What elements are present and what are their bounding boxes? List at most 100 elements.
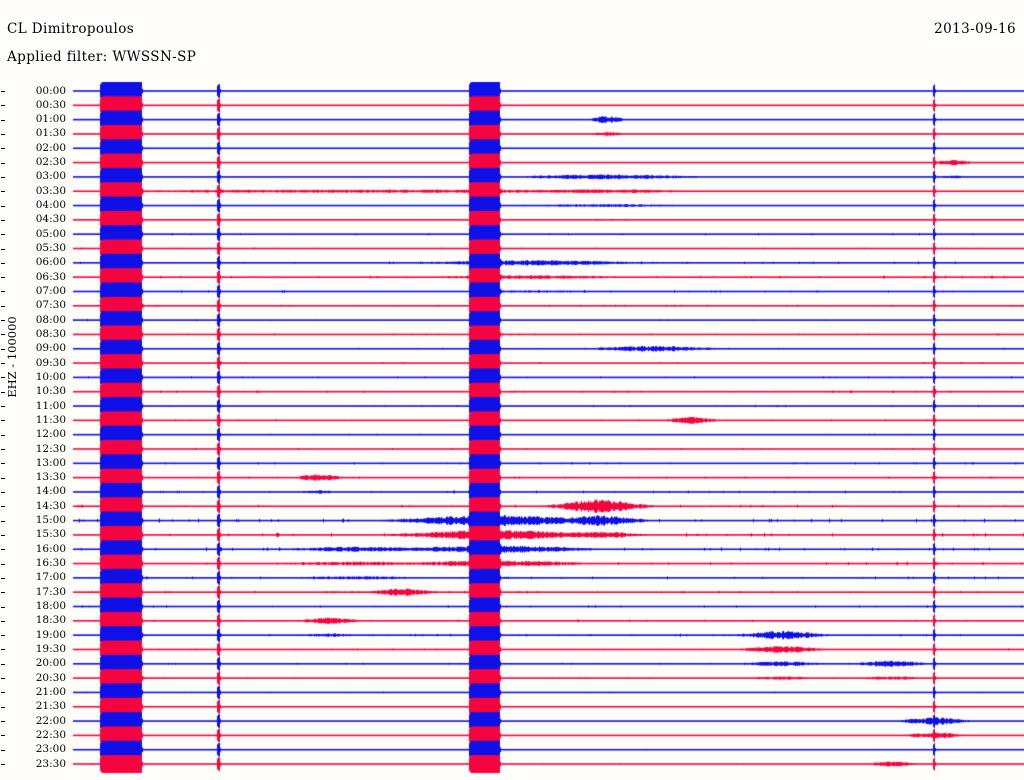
time-tick [1,578,5,579]
applied-filter-label: Applied filter: WWSSN-SP [7,49,197,65]
time-tick [1,291,5,292]
time-tick [1,191,5,192]
time-tick [1,521,5,522]
time-label: 16:00 [35,542,66,555]
time-label: 18:30 [35,614,66,627]
time-tick [1,492,5,493]
time-tick [1,392,5,393]
time-tick [1,664,5,665]
time-tick [1,750,5,751]
time-tick [1,206,5,207]
time-tick [1,120,5,121]
time-label: 05:00 [35,227,66,240]
time-label: 12:30 [35,442,66,455]
time-tick [1,334,5,335]
time-label: 21:30 [35,700,66,713]
time-tick [1,707,5,708]
time-tick [1,163,5,164]
time-label: 23:30 [35,757,66,770]
time-label: 07:00 [35,284,66,297]
time-tick [1,721,5,722]
plot-frame [73,84,1024,780]
time-label: 02:00 [35,141,66,154]
time-label: 03:30 [35,184,66,197]
time-label: 22:30 [35,728,66,741]
time-tick [1,506,5,507]
time-tick [1,134,5,135]
time-tick [1,607,5,608]
time-tick [1,621,5,622]
time-tick [1,635,5,636]
time-label: 06:00 [35,256,66,269]
time-tick [1,649,5,650]
time-tick [1,535,5,536]
time-label: 07:30 [35,299,66,312]
time-axis: 00:00 00:30 01:00 01:30 02:00 02:30 03:00 03:30… [0,0,73,780]
time-label: 01:00 [35,113,66,126]
time-label: 10:00 [35,370,66,383]
time-label: 02:30 [35,156,66,169]
time-label: 05:30 [35,242,66,255]
time-label: 00:30 [35,98,66,111]
time-label: 10:30 [35,385,66,398]
time-label: 22:00 [35,714,66,727]
station-title: CL Dimitropoulos [7,21,135,37]
time-tick [1,435,5,436]
time-tick [1,234,5,235]
time-label: 04:30 [35,213,66,226]
time-tick [1,735,5,736]
time-label: 08:30 [35,327,66,340]
time-label: 12:00 [35,428,66,441]
time-label: 15:00 [35,514,66,527]
time-tick [1,263,5,264]
time-label: 13:30 [35,471,66,484]
time-tick [1,549,5,550]
time-tick [1,592,5,593]
time-tick [1,249,5,250]
time-label: 06:30 [35,270,66,283]
time-tick [1,692,5,693]
time-label: 19:30 [35,642,66,655]
time-tick [1,177,5,178]
time-label: 04:00 [35,199,66,212]
time-label: 14:00 [35,485,66,498]
time-label: 15:30 [35,528,66,541]
time-tick [1,478,5,479]
time-tick [1,678,5,679]
time-label: 20:00 [35,657,66,670]
time-tick [1,320,5,321]
time-label: 14:30 [35,499,66,512]
time-label: 16:30 [35,557,66,570]
time-tick [1,406,5,407]
time-label: 11:30 [35,413,66,426]
time-tick [1,420,5,421]
date-label: 2013-09-16 [934,21,1016,37]
time-label: 01:30 [35,127,66,140]
time-tick [1,105,5,106]
time-tick [1,377,5,378]
time-label: 20:30 [35,671,66,684]
time-label: 18:00 [35,600,66,613]
time-label: 21:00 [35,685,66,698]
time-label: 11:00 [35,399,66,412]
time-tick [1,91,5,92]
time-label: 09:00 [35,342,66,355]
time-tick [1,764,5,765]
time-label: 09:30 [35,356,66,369]
time-label: 13:00 [35,456,66,469]
time-tick [1,306,5,307]
time-tick [1,277,5,278]
time-tick [1,349,5,350]
time-label: 17:00 [35,571,66,584]
time-label: 17:30 [35,585,66,598]
time-label: 00:00 [35,84,66,97]
time-tick [1,363,5,364]
time-tick [1,220,5,221]
time-tick [1,463,5,464]
time-tick [1,449,5,450]
time-tick [1,148,5,149]
time-label: 19:00 [35,628,66,641]
time-tick [1,564,5,565]
